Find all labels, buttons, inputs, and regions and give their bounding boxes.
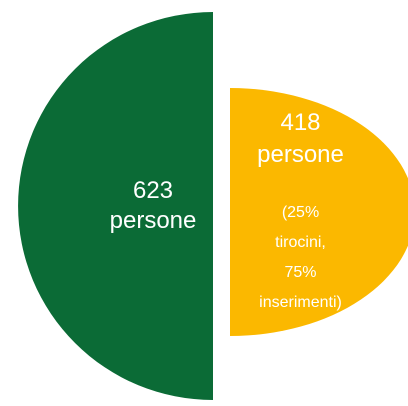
value-label: 623 persone: [109, 177, 197, 234]
half-disc: [18, 12, 213, 400]
value-label: 418 persone: [257, 109, 344, 168]
annotation: (25% tirocini, 75% inserimenti): [259, 204, 342, 311]
half-disc: [230, 88, 408, 336]
